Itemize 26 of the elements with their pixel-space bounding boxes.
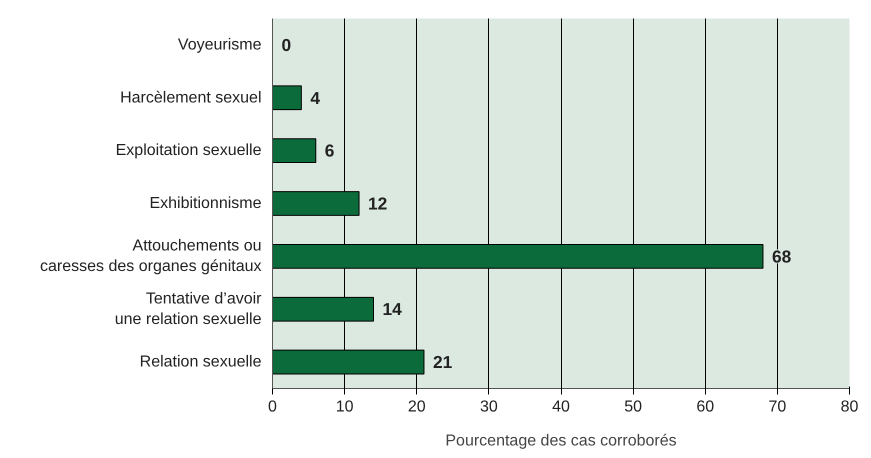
x-axis-title: Pourcentage des cas corroborés	[445, 432, 677, 450]
bar	[272, 138, 316, 164]
x-tick-label: 70	[768, 398, 786, 416]
y-tick-label: Exhibitionnisme	[149, 195, 262, 212]
y-tick-label: Harcèlement sexuel	[120, 89, 262, 106]
data-label: 14	[382, 299, 402, 320]
data-label: 4	[310, 88, 320, 108]
data-label: 6	[324, 140, 335, 161]
data-label: 68	[772, 246, 792, 266]
x-tick-label: 0	[268, 398, 278, 416]
bar	[272, 85, 302, 110]
x-tick-label: 40	[552, 398, 570, 416]
data-label: 21	[432, 352, 453, 372]
x-tick-label: 30	[480, 398, 498, 416]
x-tick-label: 50	[624, 398, 642, 416]
x-tick-label: 80	[840, 398, 858, 416]
y-tick-label: Attouchements ou caresses des organes génitaux	[40, 238, 262, 276]
y-tick-label: Relation sexuelle	[140, 354, 262, 371]
x-tick-label: 10	[336, 398, 354, 416]
y-tick-label: Tentative d’avoir une relation sexuelle	[114, 290, 262, 328]
data-label: 12	[368, 194, 388, 214]
x-tick-label: 60	[696, 398, 714, 416]
data-label: 0	[282, 34, 292, 55]
x-tick-label: 20	[408, 398, 426, 416]
y-tick-label: Voyeurisme	[178, 36, 262, 54]
y-tick-label: Exploitation sexuelle	[116, 142, 262, 160]
